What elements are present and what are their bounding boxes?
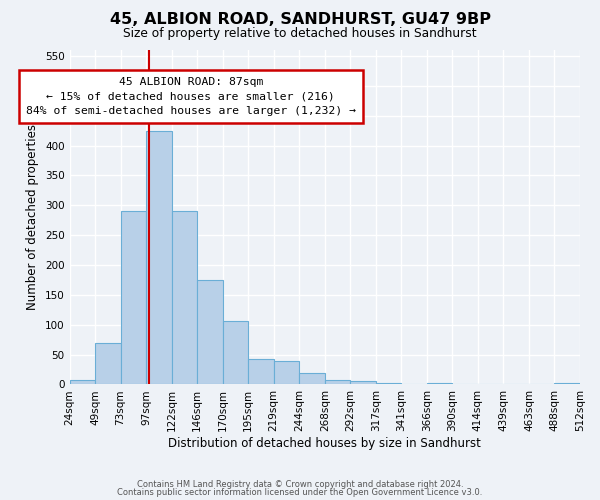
- Bar: [223, 321, 248, 384]
- Bar: [95, 342, 121, 384]
- Bar: [70, 380, 95, 384]
- Text: 45, ALBION ROAD, SANDHURST, GU47 9BP: 45, ALBION ROAD, SANDHURST, GU47 9BP: [110, 12, 491, 28]
- Text: Contains public sector information licensed under the Open Government Licence v3: Contains public sector information licen…: [118, 488, 482, 497]
- Bar: [146, 130, 172, 384]
- Bar: [274, 360, 299, 384]
- Bar: [121, 210, 146, 384]
- Bar: [248, 359, 274, 384]
- Text: Contains HM Land Registry data © Crown copyright and database right 2024.: Contains HM Land Registry data © Crown c…: [137, 480, 463, 489]
- Text: Size of property relative to detached houses in Sandhurst: Size of property relative to detached ho…: [123, 28, 477, 40]
- Bar: [325, 380, 350, 384]
- Y-axis label: Number of detached properties: Number of detached properties: [26, 124, 40, 310]
- Bar: [172, 212, 197, 384]
- Bar: [197, 280, 223, 384]
- Bar: [350, 382, 376, 384]
- X-axis label: Distribution of detached houses by size in Sandhurst: Distribution of detached houses by size …: [169, 437, 481, 450]
- Bar: [299, 372, 325, 384]
- Text: 45 ALBION ROAD: 87sqm
← 15% of detached houses are smaller (216)
84% of semi-det: 45 ALBION ROAD: 87sqm ← 15% of detached …: [26, 77, 356, 116]
